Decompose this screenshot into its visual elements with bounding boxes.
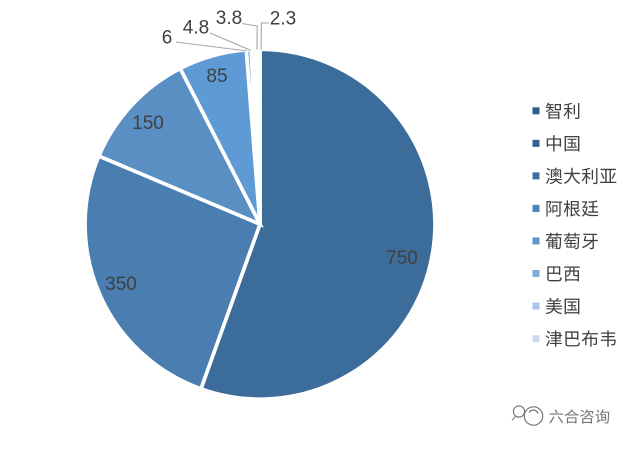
svg-text:4.8: 4.8 [183,18,209,39]
svg-text:3.8: 3.8 [216,8,242,29]
svg-text:150: 150 [132,113,164,134]
svg-text:350: 350 [105,274,137,295]
svg-text:750: 750 [386,248,418,269]
svg-text:6: 6 [162,28,173,49]
svg-text:85: 85 [206,66,227,87]
svg-text:2.3: 2.3 [270,9,296,30]
